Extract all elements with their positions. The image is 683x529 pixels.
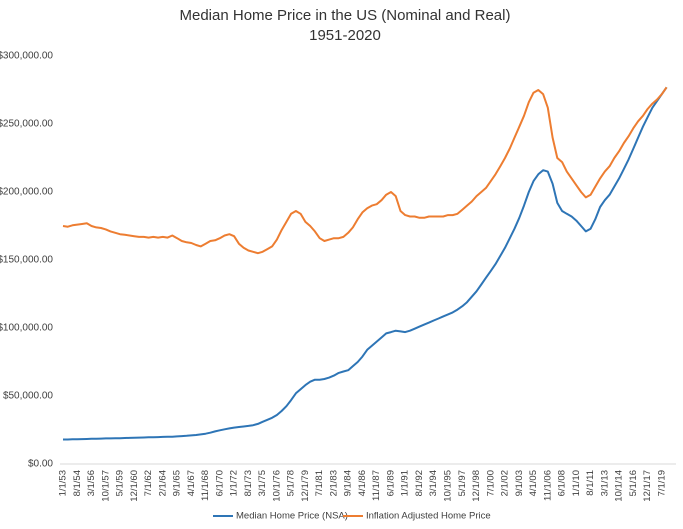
x-tick-label: 1/1/53	[58, 470, 69, 496]
x-tick-label: 5/1/59	[115, 470, 126, 496]
x-tick-label: 3/1/75	[257, 470, 268, 496]
chart-title: Median Home Price in the US (Nominal and…	[180, 7, 511, 24]
x-tick-label: 10/1/14	[614, 470, 625, 502]
x-tick-label: 6/1/08	[557, 470, 568, 496]
x-tick-label: 8/1/92	[414, 470, 425, 496]
x-tick-label: 2/1/02	[500, 470, 511, 496]
x-tick-label: 8/1/54	[72, 470, 83, 496]
x-tick-label: 9/1/84	[343, 470, 354, 496]
x-tick-label: 1/1/72	[229, 470, 240, 496]
y-tick-label: $0.00	[28, 459, 53, 470]
x-tick-label: 3/1/13	[599, 470, 610, 496]
x-tick-label: 2/1/64	[157, 470, 168, 496]
x-tick-label: 8/1/11	[585, 470, 596, 496]
x-tick-label: 10/1/57	[100, 470, 111, 502]
x-tick-label: 6/1/70	[214, 470, 225, 496]
x-tick-label: 9/1/65	[172, 470, 183, 496]
x-tick-label: 12/1/98	[471, 470, 482, 502]
x-tick-label: 5/1/97	[457, 470, 468, 496]
y-tick-label: $300,000.00	[0, 51, 53, 62]
chart-subtitle: 1951-2020	[309, 27, 381, 44]
x-tick-label: 4/1/67	[186, 470, 197, 496]
x-tick-label: 8/1/73	[243, 470, 254, 496]
x-tick-label: 12/1/60	[129, 470, 140, 502]
x-tick-label: 10/1/95	[443, 470, 454, 502]
y-tick-label: $50,000.00	[3, 391, 53, 402]
x-tick-label: 11/1/06	[542, 470, 553, 501]
x-tick-label: 2/1/83	[328, 470, 339, 496]
x-tick-label: 7/1/81	[314, 470, 325, 496]
x-tick-label: 11/1/87	[371, 470, 382, 501]
y-tick-label: $150,000.00	[0, 255, 53, 266]
x-tick-label: 5/1/78	[286, 470, 297, 496]
x-tick-label: 4/1/05	[528, 470, 539, 496]
x-tick-label: 12/1/79	[300, 470, 311, 502]
data-line	[62, 86, 668, 255]
y-tick-label: $250,000.00	[0, 119, 53, 130]
y-tick-label: $200,000.00	[0, 187, 53, 198]
x-tick-label: 9/1/03	[514, 470, 525, 496]
x-tick-label: 6/1/89	[385, 470, 396, 496]
x-tick-label: 10/1/76	[271, 470, 282, 502]
x-tick-label: 7/1/19	[656, 470, 667, 496]
x-tick-label: 3/1/94	[428, 470, 439, 496]
x-tick-label: 1/1/91	[400, 470, 411, 496]
x-tick-label: 5/1/16	[628, 470, 639, 496]
x-tick-label: 3/1/56	[86, 470, 97, 496]
y-tick-label: $100,000.00	[0, 323, 53, 334]
legend-label: Median Home Price (NSA)	[236, 511, 348, 522]
x-tick-label: 7/1/62	[143, 470, 154, 496]
x-tick-label: 7/1/00	[485, 470, 496, 496]
x-tick-label: 1/1/10	[571, 470, 582, 496]
data-line	[63, 86, 668, 441]
x-tick-label: 12/1/17	[642, 470, 653, 502]
legend-label: Inflation Adjusted Home Price	[366, 511, 491, 522]
x-tick-label: 4/1/86	[357, 470, 368, 496]
x-tick-label: 11/1/68	[200, 470, 211, 501]
